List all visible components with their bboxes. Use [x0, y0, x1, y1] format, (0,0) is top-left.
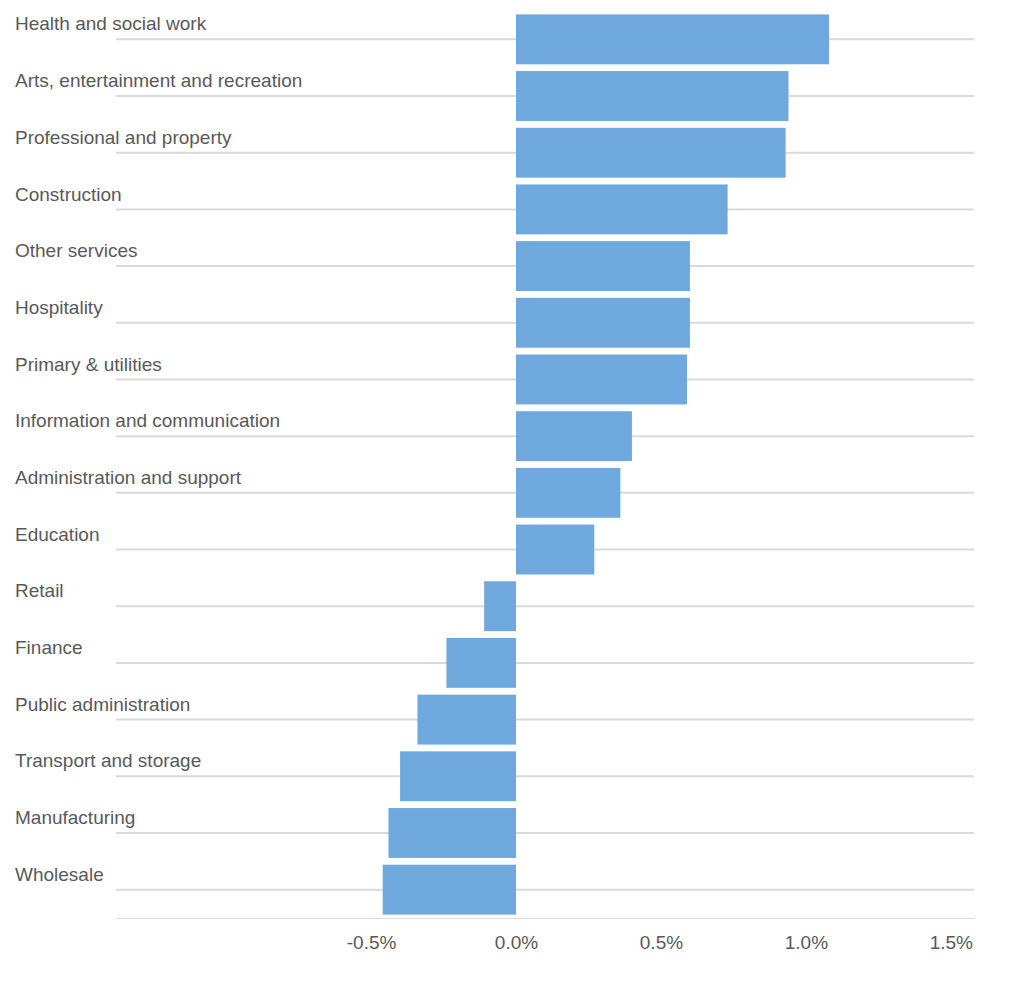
category-tick: Finance: [15, 637, 116, 663]
category-label: Arts, entertainment and recreation: [15, 70, 302, 91]
value-tick: 0.0%: [495, 918, 538, 953]
axis-line: [117, 918, 975, 919]
category-label: Wholesale: [15, 864, 104, 885]
category-tick: Education: [15, 524, 116, 550]
category-tick: Health and social work: [15, 13, 207, 39]
value-tick: 0.5%: [640, 918, 683, 953]
category-axis: Health and social work Arts, entertainmen…: [15, 13, 302, 889]
bar: [516, 71, 788, 121]
bar: [484, 581, 516, 631]
bar: [516, 128, 786, 178]
category-label: Manufacturing: [15, 807, 135, 828]
row-line: [116, 832, 974, 834]
bar: [516, 468, 620, 518]
category-label: Education: [15, 524, 100, 545]
value-tick: -0.5%: [347, 918, 397, 953]
tick-label: 0.5%: [640, 932, 683, 953]
category-tick: Public administration: [15, 694, 190, 720]
tick-label: 0.0%: [495, 932, 538, 953]
category-label: Other services: [15, 240, 137, 261]
category-label: Information and communication: [15, 410, 280, 431]
bar: [516, 298, 690, 348]
bar: [383, 865, 516, 915]
value-tick: 1.0%: [785, 918, 828, 953]
tick-label: 1.5%: [930, 932, 973, 953]
category-label: Health and social work: [15, 13, 207, 34]
category-label: Hospitality: [15, 297, 103, 318]
chart: Health and social work Arts, entertainmen…: [0, 0, 1024, 983]
category-tick: Primary & utilities: [15, 354, 162, 380]
category-label: Primary & utilities: [15, 354, 162, 375]
bar: [388, 808, 516, 858]
category-tick: Other services: [15, 240, 137, 266]
row-line: [116, 775, 974, 777]
category-label: Retail: [15, 580, 64, 601]
row-line: [116, 605, 974, 607]
category-tick: Retail: [15, 580, 116, 606]
category-tick: Transport and storage: [15, 750, 201, 776]
bar: [516, 14, 829, 64]
bar: [516, 241, 690, 291]
value-axis: -0.5% 0.0% 0.5% 1.0% 1.5%: [117, 918, 975, 953]
grid: [116, 39, 974, 889]
bar: [417, 695, 516, 745]
category-tick: Professional and property: [15, 127, 232, 153]
category-label: Transport and storage: [15, 750, 201, 771]
tick-label: -0.5%: [347, 932, 397, 953]
tick-label: 1.0%: [785, 932, 828, 953]
bars: [383, 14, 829, 914]
value-tick: 1.5%: [930, 918, 973, 953]
bar: [516, 525, 594, 575]
category-tick: Wholesale: [15, 864, 116, 890]
category-label: Construction: [15, 183, 122, 204]
bar: [516, 355, 687, 405]
category-label: Finance: [15, 637, 83, 658]
category-label: Professional and property: [15, 127, 232, 148]
category-tick: Hospitality: [15, 297, 116, 323]
category-tick: Construction: [15, 183, 122, 209]
row-line: [116, 889, 974, 891]
category-tick: Information and communication: [15, 410, 280, 436]
category-label: Administration and support: [15, 467, 242, 488]
row-line: [116, 662, 974, 664]
category-tick: Arts, entertainment and recreation: [15, 70, 302, 96]
bar: [516, 184, 728, 234]
category-tick: Manufacturing: [15, 807, 135, 833]
bar: [516, 411, 632, 461]
bar: [446, 638, 516, 688]
row-line: [116, 719, 974, 721]
category-tick: Administration and support: [15, 467, 242, 493]
category-label: Public administration: [15, 694, 190, 715]
bar: [400, 751, 516, 801]
